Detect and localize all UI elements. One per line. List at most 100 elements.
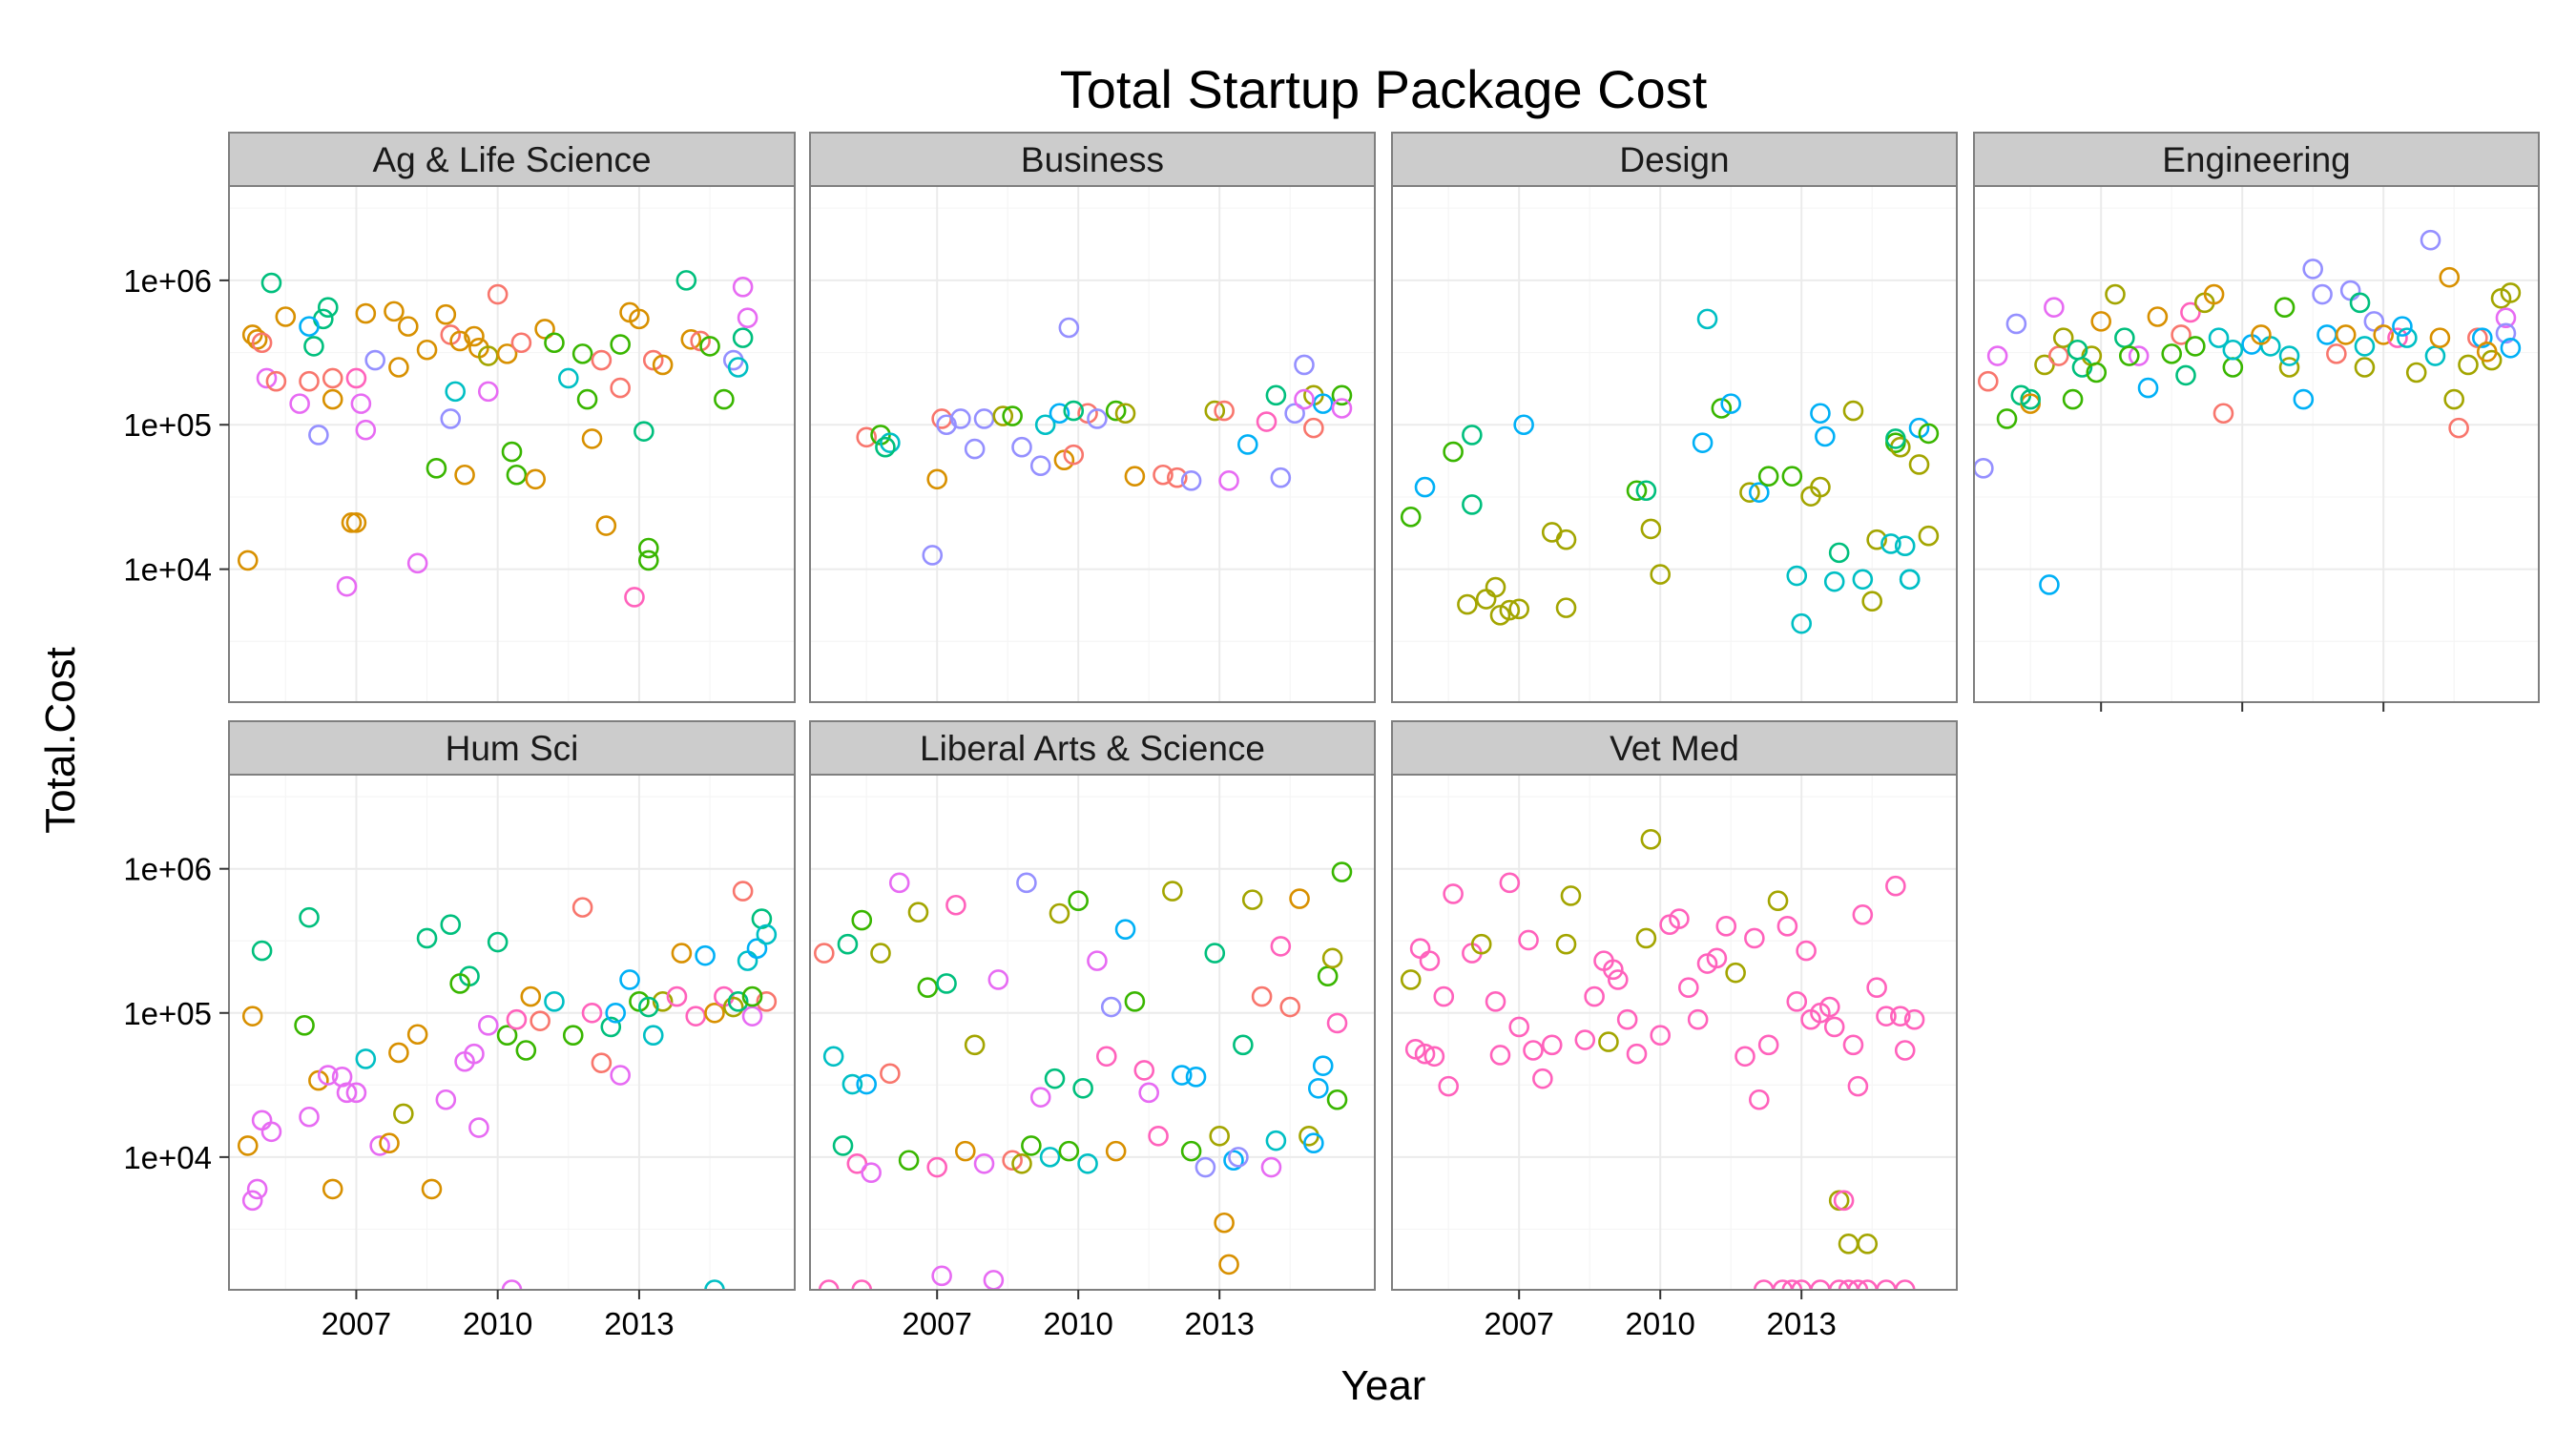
scatter-point xyxy=(1650,564,1671,585)
x-tick-label: 2010 xyxy=(1043,1306,1112,1341)
scatter-point xyxy=(1270,936,1292,957)
scatter-point xyxy=(308,425,329,446)
scatter-point xyxy=(477,381,499,403)
scatter-point xyxy=(1776,916,1798,937)
scatter-point xyxy=(1678,977,1699,998)
scatter-point xyxy=(2052,327,2074,348)
scatter-point xyxy=(861,1162,882,1183)
scatter-point xyxy=(1894,1040,1916,1061)
scatter-point xyxy=(369,1135,390,1156)
scatter-point xyxy=(741,1006,763,1027)
scatter-point xyxy=(1049,902,1070,924)
scatter-point xyxy=(1715,916,1737,937)
scatter-point xyxy=(501,1279,523,1290)
scatter-point xyxy=(1842,400,1864,422)
scatter-point xyxy=(2312,283,2333,305)
scatter-point xyxy=(610,1065,631,1086)
scatter-point xyxy=(1815,425,1836,447)
scatter-point xyxy=(1270,467,1292,488)
scatter-point xyxy=(973,1152,995,1174)
scatter-point xyxy=(1810,403,1831,425)
scatter-point xyxy=(2495,322,2517,344)
scatter-point xyxy=(722,996,744,1018)
scatter-point xyxy=(1876,1006,1897,1027)
scatter-point xyxy=(1204,400,1226,422)
scatter-point xyxy=(1114,919,1136,940)
x-tick-label: 2010 xyxy=(463,1306,532,1341)
scatter-point xyxy=(2392,316,2413,337)
scatter-point xyxy=(1918,423,1940,445)
scatter-point xyxy=(2439,266,2461,288)
scatter-point xyxy=(435,1089,457,1110)
scatter-point xyxy=(1063,400,1085,422)
scatter-point xyxy=(562,1025,584,1046)
scatter-point xyxy=(2062,388,2084,410)
scatter-point xyxy=(1002,405,1023,426)
scatter-point xyxy=(1541,1034,1563,1056)
scatter-point xyxy=(322,367,343,389)
scatter-point xyxy=(605,1002,627,1024)
scatter-point xyxy=(917,977,939,998)
scatter-point xyxy=(1574,1029,1596,1050)
points-group xyxy=(1400,829,1925,1290)
scatter-point xyxy=(445,381,467,403)
scatter-point xyxy=(2500,337,2522,359)
facet-panel: Liberal Arts & Science 2007 2010 2013 xyxy=(809,720,1376,1341)
scatter-point xyxy=(299,316,320,337)
scatter-point xyxy=(964,438,986,460)
scatter-point xyxy=(530,1010,551,1031)
scatter-point xyxy=(1105,400,1127,422)
scatter-point xyxy=(355,419,377,441)
scatter-point xyxy=(557,367,579,389)
scatter-point xyxy=(1986,345,2008,366)
scatter-point xyxy=(426,458,447,479)
facet-panel: Business xyxy=(809,132,1376,703)
facet-panel: Engineering xyxy=(1973,132,2540,712)
scatter-point xyxy=(987,969,1009,990)
scatter-point xyxy=(468,1117,489,1138)
scatter-point xyxy=(595,515,617,536)
scatter-point xyxy=(1626,1043,1648,1065)
scatter-point xyxy=(1508,598,1529,620)
scatter-point xyxy=(922,545,944,566)
scatter-point xyxy=(1331,861,1353,882)
scatter-point xyxy=(1757,466,1779,487)
scatter-point xyxy=(756,991,778,1012)
scatter-point xyxy=(388,357,409,378)
scatter-point xyxy=(945,894,966,916)
scatter-point xyxy=(1058,317,1080,339)
scatter-point xyxy=(260,272,282,294)
scatter-point xyxy=(880,432,901,453)
chart-title: Total Startup Package Cost xyxy=(1060,59,1708,119)
scatter-point xyxy=(880,1063,901,1085)
scatter-point xyxy=(501,441,523,463)
scatter-point xyxy=(2326,343,2347,364)
scatter-point xyxy=(1791,612,1812,634)
scatter-point xyxy=(837,933,859,955)
scatter-point xyxy=(851,909,873,931)
scatter-point xyxy=(591,349,613,371)
scatter-point xyxy=(1499,599,1521,621)
scatter-point xyxy=(1400,507,1422,528)
scatter-point xyxy=(581,428,603,449)
scatter-point xyxy=(2137,377,2159,399)
scatter-point xyxy=(1847,1075,1869,1097)
scatter-point xyxy=(2500,282,2522,303)
scatter-point xyxy=(303,336,324,357)
scatter-point xyxy=(1124,466,1146,487)
scatter-point xyxy=(1326,1089,1348,1110)
scatter-point xyxy=(2363,311,2385,332)
scatter-point xyxy=(525,468,547,490)
scatter-point xyxy=(2278,357,2300,378)
facet-panels: Ag & Life Science 1e+04 1e+05 1e+06 Business… xyxy=(123,132,2540,1341)
scatter-point xyxy=(1096,1046,1117,1068)
scatter-point xyxy=(1725,962,1746,984)
scatter-point xyxy=(322,388,343,410)
scatter-point xyxy=(496,343,518,364)
scatter-point xyxy=(1303,1132,1324,1154)
scatter-point xyxy=(1049,403,1070,425)
scatter-point xyxy=(350,393,372,414)
scatter-point xyxy=(1499,872,1521,894)
scatter-point xyxy=(1433,985,1455,1007)
scatter-point xyxy=(1400,969,1422,990)
